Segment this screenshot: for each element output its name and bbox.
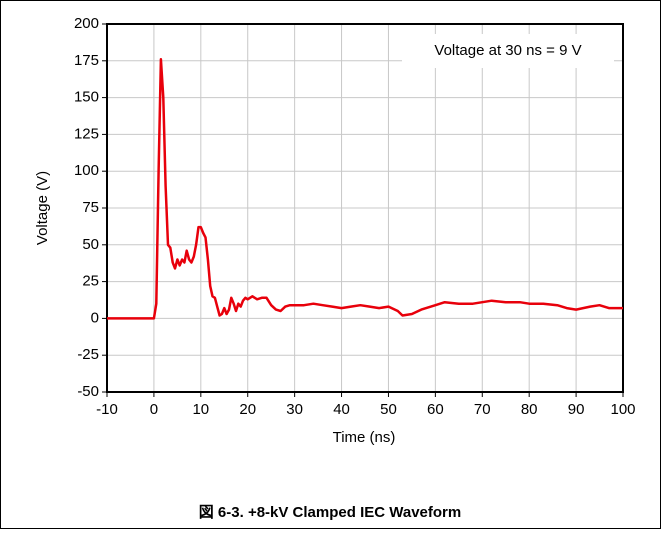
x-tick-label: 100 — [610, 401, 635, 418]
y-tick-label: 0 — [91, 309, 99, 326]
x-tick-label: 80 — [521, 401, 538, 418]
x-axis-label: Time (ns) — [333, 429, 396, 446]
annotation: Voltage at 30 ns = 9 V — [434, 42, 581, 59]
y-tick-label: 100 — [74, 162, 99, 179]
y-tick-label: 50 — [82, 236, 99, 253]
plot-border — [106, 23, 624, 393]
y-tick-label: 125 — [74, 125, 99, 142]
x-tick-label: 0 — [150, 401, 158, 418]
x-tick-label: 90 — [568, 401, 585, 418]
y-tick-label: 200 — [74, 15, 99, 32]
x-tick-label: -10 — [96, 401, 118, 418]
y-tick-label: 150 — [74, 89, 99, 106]
x-tick-label: 40 — [333, 401, 350, 418]
y-axis-label: Voltage (V) — [34, 171, 51, 245]
x-tick-label: 70 — [474, 401, 491, 418]
y-tick-label: -50 — [77, 383, 99, 400]
x-tick-label: 50 — [380, 401, 397, 418]
x-tick-label: 10 — [192, 401, 209, 418]
data-line — [107, 58, 623, 320]
x-tick-label: 20 — [239, 401, 256, 418]
annotation-box — [402, 34, 614, 68]
y-tick-label: 25 — [82, 273, 99, 290]
x-tick-label: 30 — [286, 401, 303, 418]
y-tick-label: -25 — [77, 346, 99, 363]
x-tick-label: 60 — [427, 401, 444, 418]
y-tick-label: 175 — [74, 52, 99, 69]
caption: 図 6-3. +8-kV Clamped IEC Waveform — [199, 504, 461, 521]
y-tick-label: 75 — [82, 199, 99, 216]
